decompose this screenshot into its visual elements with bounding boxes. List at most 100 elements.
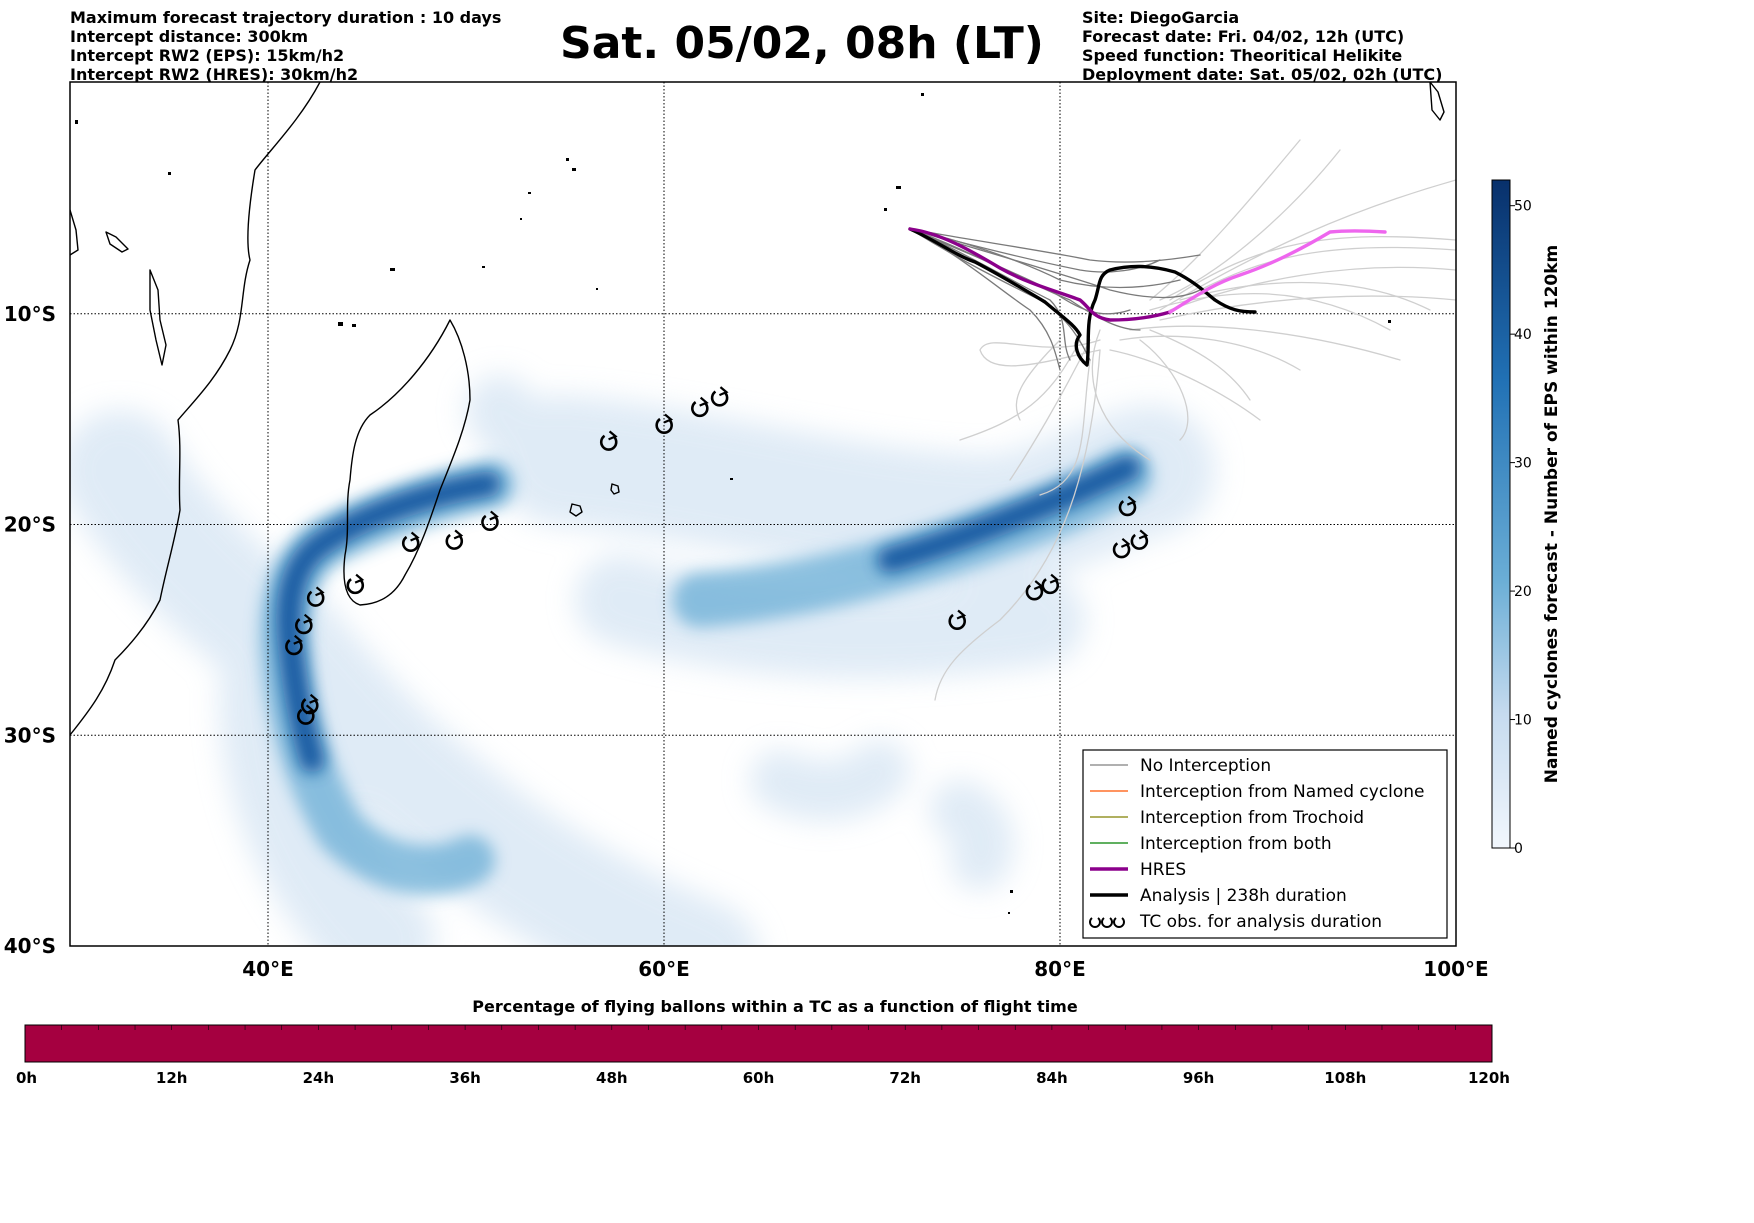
bottom-colorbar-title: Percentage of flying ballons within a TC… <box>472 997 1078 1016</box>
legend-label: TC obs. for analysis duration <box>1139 912 1382 932</box>
tc-obs-markers <box>285 386 1149 725</box>
bottom-colorbar-tick-label: 48h <box>596 1069 628 1087</box>
lat-tick-label: 30°S <box>4 723 56 747</box>
header-right-info: Site: DiegoGarcia Forecast date: Fri. 04… <box>1082 8 1442 84</box>
legend: No Interception Interception from Named c… <box>1082 749 1448 939</box>
legend-label: HRES <box>1140 860 1186 880</box>
lon-tick-label: 80°E <box>1034 957 1086 981</box>
legend-items: No Interception Interception from Named c… <box>1089 756 1425 932</box>
right-colorbar-ticks: 0 10 20 30 40 50 <box>1510 199 1532 857</box>
legend-label: Interception from Named cyclone <box>1140 782 1425 802</box>
legend-item: TC obs. for analysis duration <box>1089 912 1382 932</box>
hres-track <box>908 227 1172 322</box>
sri-lanka-coast <box>1429 82 1445 121</box>
island-coast <box>105 231 129 253</box>
legend-label: Interception from both <box>1140 834 1332 854</box>
lat-tick-label: 40°S <box>4 934 56 958</box>
density-blob-south-east <box>750 740 910 821</box>
tc-obs-marker <box>1025 580 1044 601</box>
reunion-coast <box>569 503 583 517</box>
colorbar-tick-label: 40 <box>1514 327 1532 343</box>
map-content <box>70 82 1456 946</box>
header-left-line: Intercept distance: 300km <box>70 27 309 46</box>
bottom-colorbar-tick-label: 120h <box>1468 1069 1510 1087</box>
bottom-colorbar-ticks: 0h 12h 24h 36h 48h 60h 72h 84h 96h 108h 120h <box>16 1025 1510 1087</box>
tc-obs-marker <box>1130 529 1149 550</box>
bottom-colorbar-tick-label: 36h <box>449 1069 481 1087</box>
density-core-west <box>275 471 501 773</box>
legend-item: Interception from both <box>1090 834 1332 854</box>
tc-obs-marker <box>1112 537 1131 559</box>
legend-item: Analysis | 238h duration <box>1090 886 1347 906</box>
africa-coastline <box>70 82 321 736</box>
header-right-line: Site: DiegoGarcia <box>1082 8 1240 27</box>
density-field <box>70 375 1215 946</box>
page-title: Sat. 05/02, 08h (LT) <box>560 18 1044 69</box>
tc-obs-marker <box>948 609 967 630</box>
tc-obs-legend-icon <box>1113 917 1125 928</box>
tc-obs-legend-icon <box>1101 917 1113 928</box>
tc-obs-marker <box>295 613 313 635</box>
bottom-colorbar-tick-label: 24h <box>303 1069 335 1087</box>
mauritius-coast <box>610 483 620 495</box>
tc-obs-marker <box>1041 573 1060 595</box>
colorbar-tick-label: 0 <box>1514 841 1523 857</box>
bottom-colorbar-bar <box>24 1024 1493 1063</box>
lon-tick-label: 60°E <box>638 957 690 981</box>
colorbar-tick-label: 10 <box>1514 713 1532 729</box>
bottom-colorbar-tick-label: 84h <box>1036 1069 1068 1087</box>
density-core-east <box>877 455 1141 573</box>
no-interception-tracks <box>909 228 1201 371</box>
hres-track-late <box>1168 229 1387 314</box>
header-left-info: Maximum forecast trajectory duration : 1… <box>70 8 501 84</box>
madagascar-coastline <box>343 319 471 606</box>
legend-box <box>1082 749 1448 939</box>
tc-obs-marker <box>655 413 674 434</box>
legend-item: Interception from Trochoid <box>1090 808 1364 828</box>
tc-obs-marker <box>1118 495 1137 517</box>
legend-item: HRES <box>1090 860 1186 880</box>
tc-obs-marker <box>710 386 729 407</box>
legend-item: No Interception <box>1090 756 1271 776</box>
header-left-line: Intercept RW2 (EPS): 15km/h2 <box>70 46 345 65</box>
density-blob-north <box>465 375 595 505</box>
lake-coast <box>70 209 79 256</box>
tc-obs-marker <box>691 396 709 418</box>
lon-tick-label: 40°E <box>242 957 294 981</box>
bottom-colorbar-tick-label: 72h <box>889 1069 921 1087</box>
tc-obs-marker <box>599 430 618 451</box>
tc-obs-marker <box>306 586 325 607</box>
bottom-colorbar-tick-label: 0h <box>16 1069 37 1087</box>
map-frame <box>69 81 1457 947</box>
right-colorbar-label: Named cyclones forecast - Number of EPS … <box>1542 245 1562 784</box>
tc-obs-marker <box>300 693 319 715</box>
bottom-colorbar-tick-label: 96h <box>1183 1069 1215 1087</box>
colorbar-tick-label: 50 <box>1514 199 1532 215</box>
colorbar-tick-label: 30 <box>1514 456 1532 472</box>
analysis-track <box>908 227 1257 367</box>
legend-item: Interception from Named cyclone <box>1090 782 1425 802</box>
lat-tick-label: 20°S <box>4 513 56 537</box>
legend-label: Interception from Trochoid <box>1140 808 1364 828</box>
header-right-line: Deployment date: Sat. 05/02, 02h (UTC) <box>1082 65 1443 84</box>
coastlines <box>70 82 1445 736</box>
bottom-colorbar-tick-label: 108h <box>1324 1069 1366 1087</box>
bottom-colorbar-tick-label: 60h <box>743 1069 775 1087</box>
tc-obs-marker <box>481 510 499 531</box>
right-colorbar-bar <box>1491 179 1511 849</box>
density-band-outer-west <box>70 410 759 946</box>
gridlines <box>70 82 1456 946</box>
tc-obs-marker <box>401 531 420 553</box>
header-left-line: Maximum forecast trajectory duration : 1… <box>70 8 502 27</box>
lake-coast <box>149 269 167 366</box>
density-blob-far-south <box>930 780 1014 890</box>
tc-obs-marker <box>285 634 303 656</box>
small-islands <box>75 93 1391 914</box>
legend-label: Analysis | 238h duration <box>1140 886 1347 906</box>
axis-labels: 40°E 60°E 80°E 100°E 10°S 20°S 30°S 40°S <box>4 302 1489 981</box>
header-left-line: Intercept RW2 (HRES): 30km/h2 <box>70 65 359 84</box>
tc-obs-marker <box>297 704 315 725</box>
tc-obs-marker <box>346 573 365 595</box>
header-right-line: Speed function: Theoritical Helikite <box>1082 46 1403 65</box>
